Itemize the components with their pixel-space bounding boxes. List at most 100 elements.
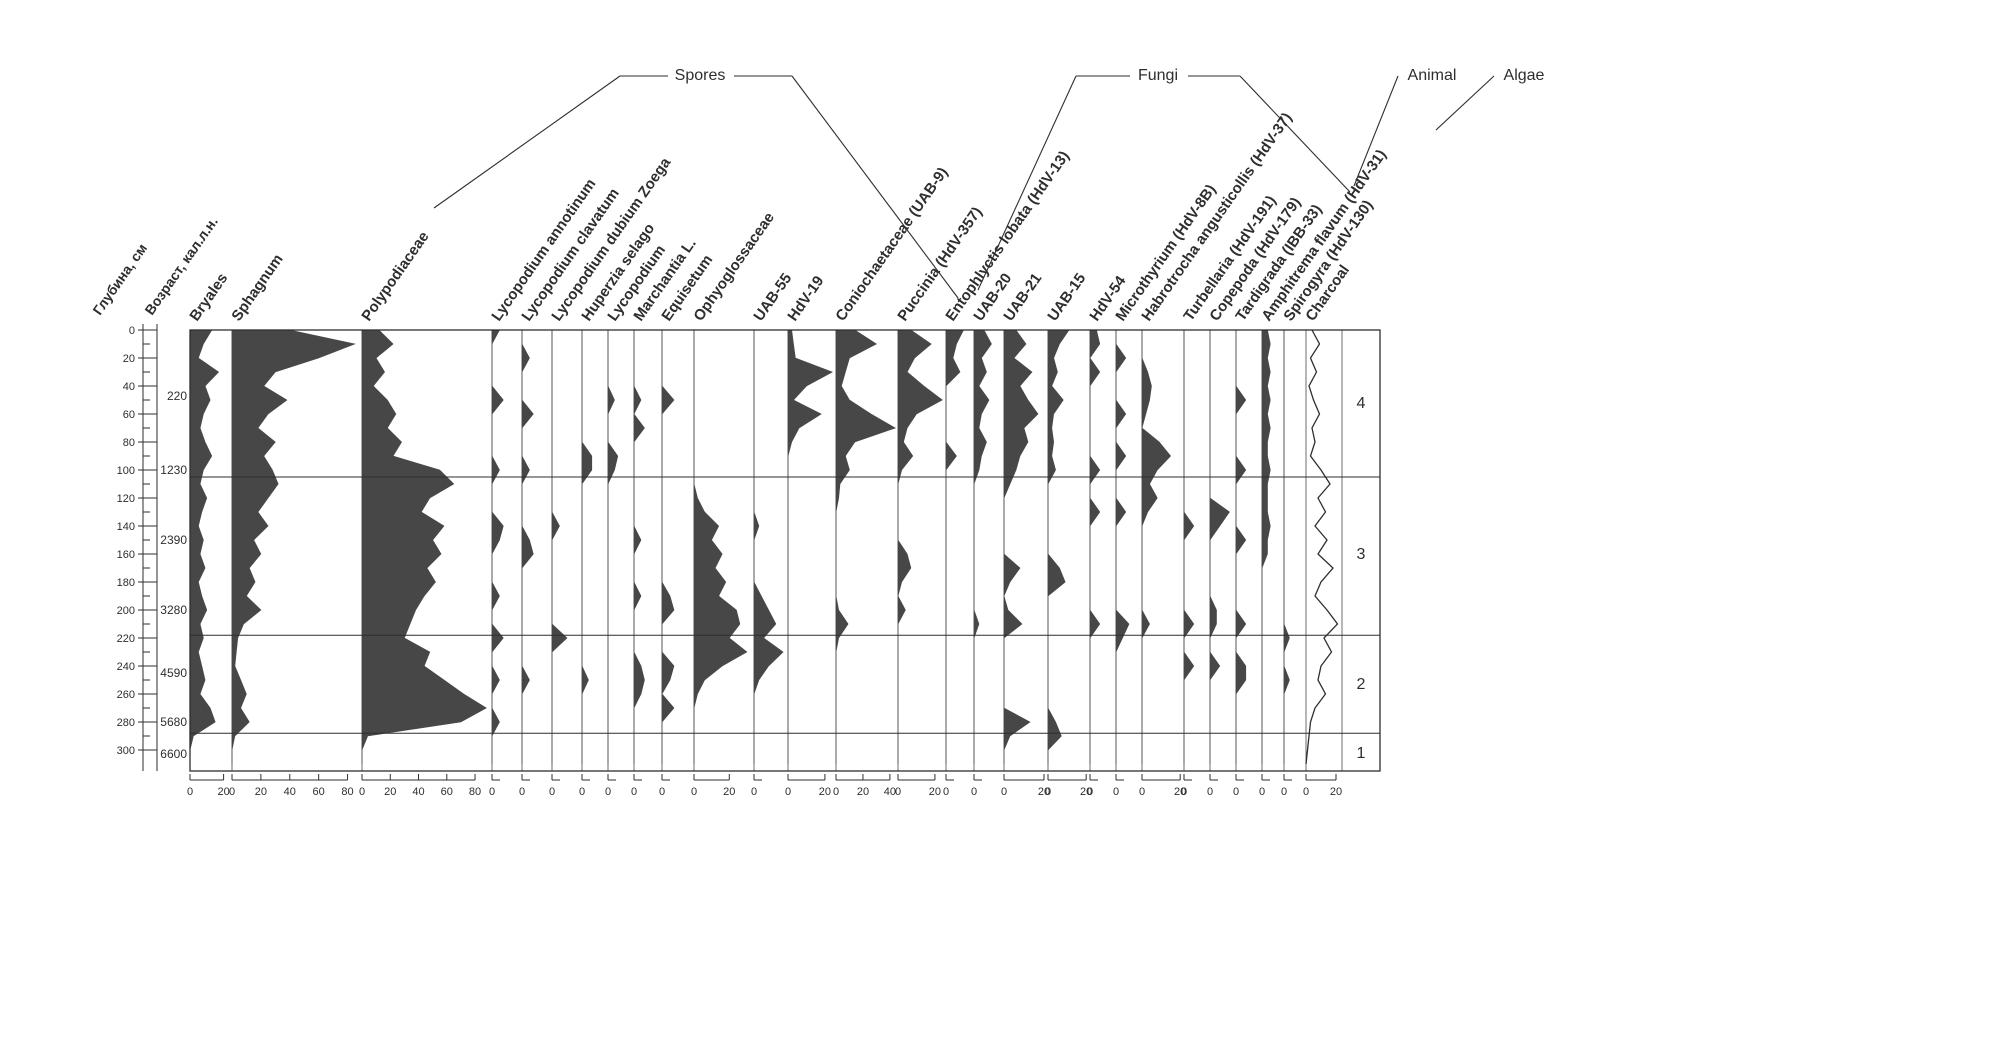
group-connector-line [791, 75, 959, 299]
age-label: 2390 [160, 533, 187, 547]
scale-tick-label: 60 [313, 786, 325, 798]
scale-tick-label: 0 [971, 786, 977, 798]
depth-tick-label: 60 [123, 409, 135, 421]
silhouette-huperzia-selago [581, 330, 593, 764]
scale-tick-label: 0 [605, 786, 611, 798]
silhouette-hdv-54 [1089, 329, 1101, 764]
scale-tick-label: 20 [723, 786, 735, 798]
scale-tick-label: 0 [1207, 786, 1213, 798]
taxon-label-sphagnum: Sphagnum [228, 251, 286, 324]
scale-tick-label: 40 [284, 786, 296, 798]
silhouette-polypodiaceae [361, 329, 487, 764]
silhouette-entophlyctis-lobata-hdv-13 [945, 329, 964, 764]
scale-tick-label: 20 [1038, 786, 1050, 798]
scale-tick-label: 80 [341, 786, 353, 798]
depth-tick-label: 120 [117, 493, 135, 505]
depth-tick-label: 280 [117, 717, 135, 729]
scale-tick-label: 0 [895, 786, 901, 798]
taxon-label-habrotrocha-angusticollis-hdv-37: Habrotrocha angusticollis (HdV-37) [1138, 110, 1295, 325]
depth-tick-label: 260 [117, 689, 135, 701]
scale-tick-label: 0 [659, 786, 665, 798]
zone-label-1: 1 [1357, 745, 1366, 762]
scale-tick-label: 20 [929, 786, 941, 798]
scale-tick-label: 20 [255, 786, 267, 798]
silhouette-lycopodium-dubium-zoega [551, 330, 568, 764]
scale-tick-label: 0 [1087, 786, 1093, 798]
curve-charcoal [1305, 329, 1339, 765]
depth-tick-label: 300 [117, 745, 135, 757]
silhouette-puccinia-hdv-357 [897, 329, 943, 764]
scale-tick-label: 0 [549, 786, 555, 798]
silhouette-uab-20 [973, 329, 992, 764]
scale-tick-label: 20 [217, 786, 229, 798]
depth-tick-label: 220 [117, 633, 135, 645]
scale-tick-label: 20 [1330, 786, 1342, 798]
scale-tick-label: 20 [1080, 786, 1092, 798]
scale-tick-label: 0 [1001, 786, 1007, 798]
depth-tick-label: 80 [123, 437, 135, 449]
scale-tick-label: 0 [691, 786, 697, 798]
silhouette-turbellaria-hdv-191 [1183, 330, 1195, 764]
scale-tick-label: 0 [579, 786, 585, 798]
silhouette-uab-15 [1047, 329, 1070, 764]
depth-tick-label: 240 [117, 661, 135, 673]
scale-tick-label: 20 [857, 786, 869, 798]
silhouette-bryales [189, 329, 220, 764]
scale-tick-label: 40 [412, 786, 424, 798]
scale-tick-label: 80 [469, 786, 481, 798]
group-header-algae: Algae [1504, 67, 1545, 84]
silhouette-lycopodium-annotinum [491, 329, 504, 764]
depth-tick-label: 160 [117, 549, 135, 561]
silhouette-coniochaetaceae-uab-9 [835, 329, 897, 764]
silhouette-uab-55 [753, 330, 784, 764]
depth-tick-label: 0 [129, 325, 135, 337]
depth-tick-label: 100 [117, 465, 135, 477]
scale-tick-label: 0 [833, 786, 839, 798]
age-label: 220 [167, 389, 187, 403]
scale-tick-label: 0 [751, 786, 757, 798]
group-header-fungi: Fungi [1138, 67, 1178, 84]
age-label: 6600 [160, 747, 187, 761]
taxon-label-uab-15: UAB-15 [1044, 270, 1089, 324]
group-header-animal: Animal [1408, 67, 1457, 84]
age-label: 5680 [160, 715, 187, 729]
depth-tick-label: 40 [123, 381, 135, 393]
scale-tick-label: 60 [441, 786, 453, 798]
age-label: 3280 [160, 603, 187, 617]
group-header-spores: Spores [675, 67, 726, 84]
age-label: 4590 [160, 666, 187, 680]
scale-tick-label: 0 [1139, 786, 1145, 798]
silhouette-lycopodium-clavatum [521, 330, 534, 764]
group-connector-line [1435, 75, 1495, 131]
group-connector-line [1353, 75, 1399, 187]
depth-tick-label: 140 [117, 521, 135, 533]
scale-tick-label: 0 [187, 786, 193, 798]
scale-tick-label: 0 [1045, 786, 1051, 798]
depth-tick-label: 200 [117, 605, 135, 617]
scale-tick-label: 0 [1113, 786, 1119, 798]
silhouette-uab-21 [1003, 329, 1039, 764]
zone-label-3: 3 [1357, 546, 1366, 563]
scale-tick-label: 0 [1181, 786, 1187, 798]
scale-tick-label: 0 [631, 786, 637, 798]
silhouette-spirogyra-hdv-130 [1283, 330, 1290, 764]
zone-label-4: 4 [1357, 395, 1366, 412]
scale-tick-label: 20 [384, 786, 396, 798]
scale-tick-label: 0 [943, 786, 949, 798]
scale-tick-label: 0 [1281, 786, 1287, 798]
silhouette-equisetum [661, 330, 675, 764]
scale-tick-label: 0 [1259, 786, 1265, 798]
silhouette-sphagnum [231, 329, 356, 764]
scale-tick-label: 0 [1303, 786, 1309, 798]
silhouette-tardigrada-ibb-33 [1235, 330, 1247, 764]
depth-tick-label: 180 [117, 577, 135, 589]
zone-label-2: 2 [1357, 676, 1366, 693]
silhouette-habrotrocha-angusticollis-hdv-37 [1141, 330, 1171, 764]
silhouette-lycopodium [607, 330, 619, 764]
scale-tick-label: 0 [785, 786, 791, 798]
plot-frame [189, 329, 1381, 772]
scale-tick-label: 20 [1174, 786, 1186, 798]
depth-axis-title: Глубина, см [89, 240, 150, 317]
scale-tick-label: 0 [1233, 786, 1239, 798]
